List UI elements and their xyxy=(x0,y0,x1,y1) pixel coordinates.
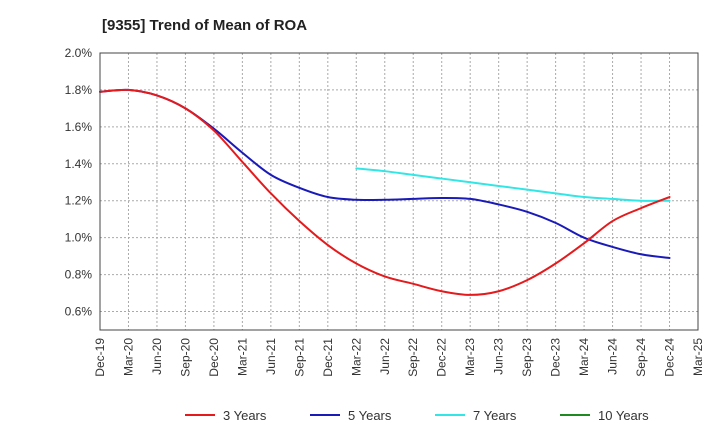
x-tick-label: Dec-23 xyxy=(549,338,563,377)
x-tick-label: Mar-25 xyxy=(691,338,705,376)
x-tick-label: Mar-23 xyxy=(463,338,477,376)
x-tick-label: Jun-23 xyxy=(492,338,506,375)
x-tick-label: Jun-24 xyxy=(606,338,620,375)
plot-frame xyxy=(99,52,699,331)
y-tick-label: 1.0% xyxy=(65,231,93,245)
x-tick-label: Sep-24 xyxy=(634,338,648,377)
x-tick-label: Jun-22 xyxy=(378,338,392,375)
y-tick-label: 0.6% xyxy=(65,305,93,319)
legend: 3 Years 5 Years 7 Years 10 Years xyxy=(185,408,649,423)
x-tick-label: Jun-20 xyxy=(150,338,164,375)
grid-lines xyxy=(99,52,699,330)
series-lines xyxy=(99,88,671,296)
x-tick-label: Dec-19 xyxy=(93,338,107,377)
x-axis: Dec-19 Mar-20 Jun-20 Sep-20 Dec-20 Mar-21 Jun-… xyxy=(93,338,705,377)
x-tick-label: Sep-20 xyxy=(178,338,192,377)
legend-label-7-years: 7 Years xyxy=(473,408,517,423)
x-tick-label: Mar-22 xyxy=(349,338,363,376)
x-tick-label: Mar-24 xyxy=(577,338,591,376)
legend-label-3-years: 3 Years xyxy=(223,408,267,423)
series-line-7-years xyxy=(355,167,671,202)
y-tick-label: 1.2% xyxy=(65,194,93,208)
x-tick-label: Sep-22 xyxy=(406,338,420,377)
x-tick-label: Dec-21 xyxy=(321,338,335,377)
x-tick-label: Jun-21 xyxy=(264,338,278,375)
x-tick-label: Dec-24 xyxy=(663,338,677,377)
x-tick-label: Mar-20 xyxy=(121,338,135,376)
chart-title: [9355] Trend of Mean of ROA xyxy=(102,17,307,34)
legend-label-5-years: 5 Years xyxy=(348,408,392,423)
y-tick-label: 1.6% xyxy=(65,120,93,134)
x-tick-label: Mar-21 xyxy=(235,338,249,376)
x-tick-label: Dec-20 xyxy=(207,338,221,377)
y-axis: 0.6% 0.8% 1.0% 1.2% 1.4% 1.6% 1.8% 2.0% xyxy=(65,46,93,319)
y-tick-label: 1.4% xyxy=(65,157,93,171)
y-tick-label: 2.0% xyxy=(65,46,93,60)
series-line-3-years xyxy=(99,88,671,296)
x-tick-label: Sep-21 xyxy=(292,338,306,377)
x-tick-label: Dec-22 xyxy=(435,338,449,377)
y-tick-label: 0.8% xyxy=(65,268,93,282)
legend-label-10-years: 10 Years xyxy=(598,408,649,423)
y-tick-label: 1.8% xyxy=(65,83,93,97)
x-tick-label: Sep-23 xyxy=(520,338,534,377)
